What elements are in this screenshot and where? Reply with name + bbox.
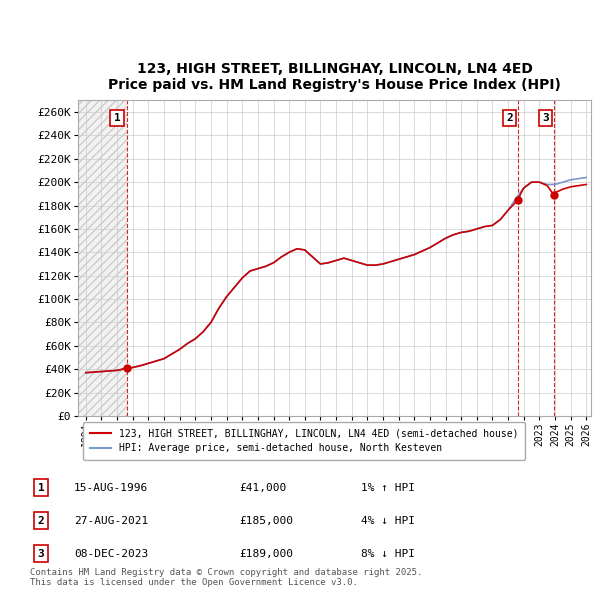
Text: £41,000: £41,000: [240, 483, 287, 493]
Text: 2: 2: [38, 516, 44, 526]
Text: 4% ↓ HPI: 4% ↓ HPI: [361, 516, 415, 526]
Text: 2: 2: [506, 113, 513, 123]
Text: £189,000: £189,000: [240, 549, 294, 559]
Text: 1: 1: [38, 483, 44, 493]
Text: 1: 1: [114, 113, 121, 123]
Text: 15-AUG-1996: 15-AUG-1996: [74, 483, 148, 493]
Title: 123, HIGH STREET, BILLINGHAY, LINCOLN, LN4 4ED
Price paid vs. HM Land Registry's: 123, HIGH STREET, BILLINGHAY, LINCOLN, L…: [108, 62, 561, 92]
Text: £185,000: £185,000: [240, 516, 294, 526]
Text: 3: 3: [542, 113, 549, 123]
Legend: 123, HIGH STREET, BILLINGHAY, LINCOLN, LN4 4ED (semi-detached house), HPI: Avera: 123, HIGH STREET, BILLINGHAY, LINCOLN, L…: [83, 422, 525, 460]
Text: 3: 3: [38, 549, 44, 559]
Text: Contains HM Land Registry data © Crown copyright and database right 2025.
This d: Contains HM Land Registry data © Crown c…: [30, 568, 422, 587]
Text: 1% ↑ HPI: 1% ↑ HPI: [361, 483, 415, 493]
Text: 08-DEC-2023: 08-DEC-2023: [74, 549, 148, 559]
Text: 27-AUG-2021: 27-AUG-2021: [74, 516, 148, 526]
Text: 8% ↓ HPI: 8% ↓ HPI: [361, 549, 415, 559]
